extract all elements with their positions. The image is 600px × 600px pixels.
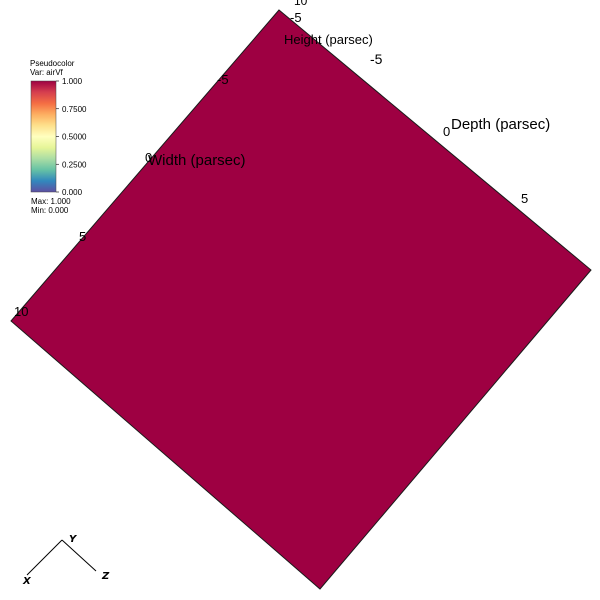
legend-tick-label: 1.000	[62, 77, 83, 86]
depth-axis-tick-neg5: -5	[370, 51, 383, 67]
width-axis-tick-10: 10	[14, 304, 28, 319]
legend-colorbar	[31, 81, 56, 192]
legend-title: Pseudocolor	[30, 59, 75, 68]
height-axis-tick-10: 10	[294, 0, 308, 8]
legend-tick-label: 0.000	[62, 188, 83, 197]
height-axis-tick-neg5: -5	[290, 10, 302, 25]
pseudocolor-legend: Pseudocolor Var: airVf 1.000 0.7500 0.5000…	[30, 59, 87, 215]
axis-triad: Y X Z	[22, 534, 110, 587]
legend-tick-label: 0.7500	[62, 105, 87, 114]
width-axis-label: Width (parsec)	[148, 152, 246, 169]
depth-axis-tick-5: 5	[521, 191, 528, 206]
width-axis-tick-5: 5	[79, 229, 86, 244]
height-axis-label: Height (parsec)	[284, 32, 373, 47]
triad-y-label: Y	[69, 534, 78, 545]
pseudocolor-slab[interactable]	[11, 10, 591, 589]
legend-min-label: Min: 0.000	[31, 206, 69, 215]
legend-max-label: Max: 1.000	[31, 197, 71, 206]
legend-tick-label: 0.2500	[62, 160, 87, 169]
legend-var-label: Var: airVf	[30, 68, 64, 77]
triad-y-axis-line	[27, 540, 62, 575]
triad-x-axis-line	[62, 540, 96, 571]
triad-z-label: Z	[101, 571, 110, 582]
width-axis-tick-neg5: -5	[217, 72, 229, 87]
depth-axis-label: Depth (parsec)	[451, 116, 550, 133]
triad-x-label: X	[22, 576, 32, 587]
legend-tick-label: 0.5000	[62, 133, 87, 142]
depth-axis-tick-0: 0	[443, 124, 450, 139]
